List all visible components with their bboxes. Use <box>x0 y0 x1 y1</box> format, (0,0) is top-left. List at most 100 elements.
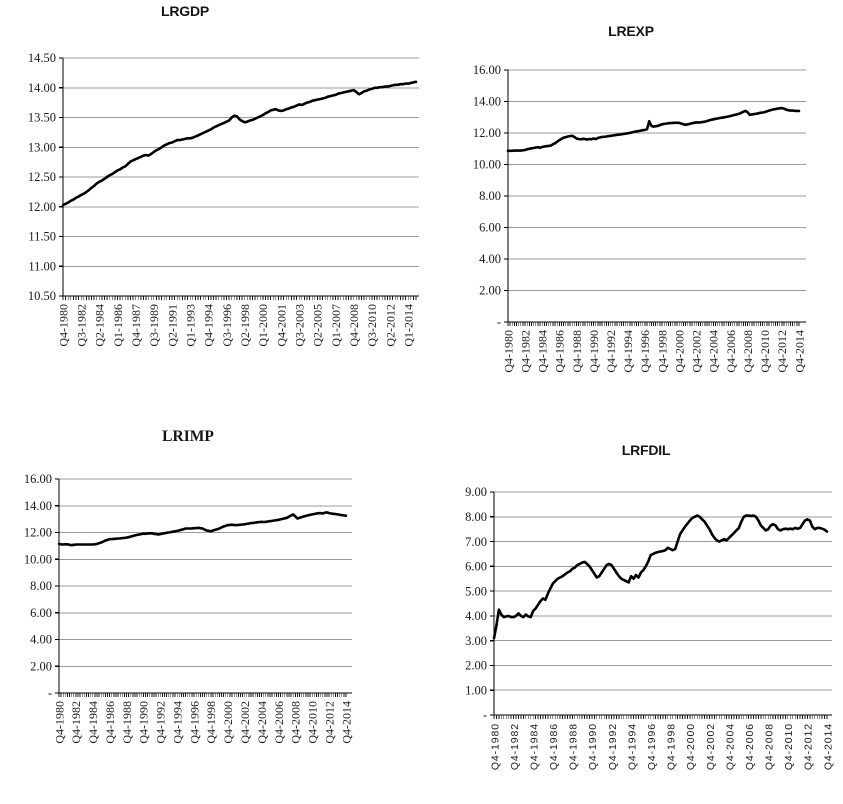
y-tick-label: 10.50 <box>28 289 56 303</box>
x-tick-label: Q3-2003 <box>293 304 307 347</box>
x-tick-label: Q4-2006 <box>744 723 756 770</box>
x-tick-label: Q4-2010 <box>306 701 320 744</box>
y-tick-label: 12.00 <box>473 126 501 140</box>
x-tick-label: Q4-2000 <box>221 701 235 744</box>
y-tick-label: 12.50 <box>28 170 56 184</box>
y-tick-label: 11.00 <box>28 259 56 273</box>
y-tick-label: 6.00 <box>479 221 501 235</box>
y-tick-label: 5.00 <box>465 584 487 598</box>
y-axis-ticks <box>59 57 63 297</box>
y-axis-ticks <box>490 491 494 716</box>
x-tick-label: Q4-2008 <box>741 330 755 373</box>
x-tick-label: Q4-1996 <box>187 701 201 744</box>
x-tick-label: Q2-2012 <box>383 304 397 347</box>
x-tick-label: Q4-2002 <box>238 701 252 744</box>
x-tick-label: Q2-1984 <box>93 304 107 347</box>
chart-lrfdil: 9.008.007.006.005.004.003.002.001.00-Q4-… <box>465 485 834 770</box>
y-tick-label: 14.00 <box>473 95 501 109</box>
x-tick-label: Q4-1980 <box>489 723 501 770</box>
x-tick-label: Q4-1990 <box>587 330 601 373</box>
x-tick-label: Q4-2014 <box>339 701 353 744</box>
y-axis-ticks <box>55 478 59 694</box>
x-tick-label: Q1-1993 <box>184 304 198 347</box>
x-tick-label: Q4-2000 <box>673 330 687 373</box>
x-tick-label: Q4-2010 <box>783 723 795 770</box>
x-tick-label: Q4-1982 <box>509 723 521 770</box>
chart-title-lrexp: LREXP <box>608 23 654 39</box>
x-tick-label: Q4-1984 <box>529 723 541 770</box>
x-tick-label: Q3-1982 <box>75 304 89 347</box>
y-tick-label: 4.00 <box>465 609 487 623</box>
y-tick-label: 8.00 <box>30 579 52 593</box>
x-tick-label: Q4-1996 <box>646 723 658 770</box>
x-tick-label: Q3-1996 <box>220 304 234 347</box>
x-tick-label: Q4-2014 <box>822 723 834 770</box>
y-tick-label: 16.00 <box>473 63 501 77</box>
x-axis-ticks <box>507 322 800 326</box>
x-tick-label: Q4-1998 <box>666 723 678 770</box>
x-tick-label: Q3-1989 <box>147 304 161 347</box>
axes <box>493 492 832 716</box>
x-tick-label: Q4-1992 <box>604 330 618 373</box>
y-tick-label: 9.00 <box>465 485 487 499</box>
x-tick-label: Q1-2014 <box>402 304 416 347</box>
x-tick-label: Q4-1986 <box>103 701 117 744</box>
x-tick-label: Q3-2010 <box>365 304 379 347</box>
x-tick-label: Q1-2007 <box>329 304 343 347</box>
y-tick-label: 2.00 <box>479 284 501 298</box>
x-tick-label: Q4-1994 <box>171 701 185 744</box>
x-tick-label: Q4-1990 <box>137 701 151 744</box>
y-tick-label: 12.00 <box>24 526 52 540</box>
y-tick-label: - <box>48 686 52 700</box>
x-tick-label: Q4-1988 <box>568 723 580 770</box>
y-tick-label: 2.00 <box>465 659 487 673</box>
x-tick-label: Q4-1990 <box>587 723 599 770</box>
y-tick-label: 13.00 <box>28 140 56 154</box>
x-tick-label: Q4-1988 <box>120 701 134 744</box>
x-tick-label: Q4-2010 <box>758 330 772 373</box>
x-tick-label: Q4-1988 <box>570 330 584 373</box>
y-axis-ticks <box>504 69 508 323</box>
x-tick-label: Q4-1992 <box>607 723 619 770</box>
y-tick-label: 7.00 <box>465 535 487 549</box>
x-tick-label: Q4-2008 <box>764 723 776 770</box>
y-tick-label: 2.00 <box>30 660 52 674</box>
y-tick-label: - <box>483 708 487 722</box>
x-tick-label: Q1-2000 <box>256 304 270 347</box>
x-tick-label: Q4-2012 <box>803 723 815 770</box>
x-axis-ticks <box>493 715 828 719</box>
series-line-lrgdp <box>61 80 418 207</box>
y-tick-label: 1.00 <box>465 683 487 697</box>
x-axis-ticks <box>58 693 347 697</box>
x-tick-label: Q4-1992 <box>154 701 168 744</box>
x-tick-label: Q4-2004 <box>724 723 736 770</box>
chart-title-lrgdp: LRGDP <box>160 3 210 19</box>
y-tick-label: 6.00 <box>465 560 487 574</box>
y-tick-label: 8.00 <box>465 510 487 524</box>
x-tick-label: Q4-2004 <box>707 330 721 373</box>
x-tick-label: Q4-2006 <box>272 701 286 744</box>
x-tick-label: Q4-1998 <box>204 701 218 744</box>
y-tick-label: 14.50 <box>28 51 56 65</box>
y-tick-label: 10.00 <box>24 553 52 567</box>
y-tick-label: - <box>497 315 501 329</box>
y-tick-label: 4.00 <box>479 252 501 266</box>
y-tick-label: 10.00 <box>473 158 501 172</box>
x-tick-label: Q4-1987 <box>129 304 143 347</box>
x-tick-label: Q4-1980 <box>52 701 66 744</box>
x-tick-label: Q4-1994 <box>202 304 216 347</box>
x-tick-label: Q4-2001 <box>274 304 288 347</box>
x-tick-label: Q4-1984 <box>536 330 550 373</box>
x-tick-label: Q4-2002 <box>690 330 704 373</box>
chart-title-lrimp: LRIMP <box>162 428 214 445</box>
x-tick-label: Q4-1982 <box>518 330 532 373</box>
x-tick-label: Q4-1984 <box>86 701 100 744</box>
y-tick-label: 4.00 <box>30 633 52 647</box>
series-line-lrimp <box>57 511 348 547</box>
x-tick-label: Q4-1996 <box>638 330 652 373</box>
chart-lrimp: 16.0014.0012.0010.008.006.004.002.00-Q4-… <box>24 472 353 743</box>
y-tick-label: 13.50 <box>28 111 56 125</box>
y-tick-label: 14.00 <box>28 81 56 95</box>
y-tick-label: 12.00 <box>28 200 56 214</box>
